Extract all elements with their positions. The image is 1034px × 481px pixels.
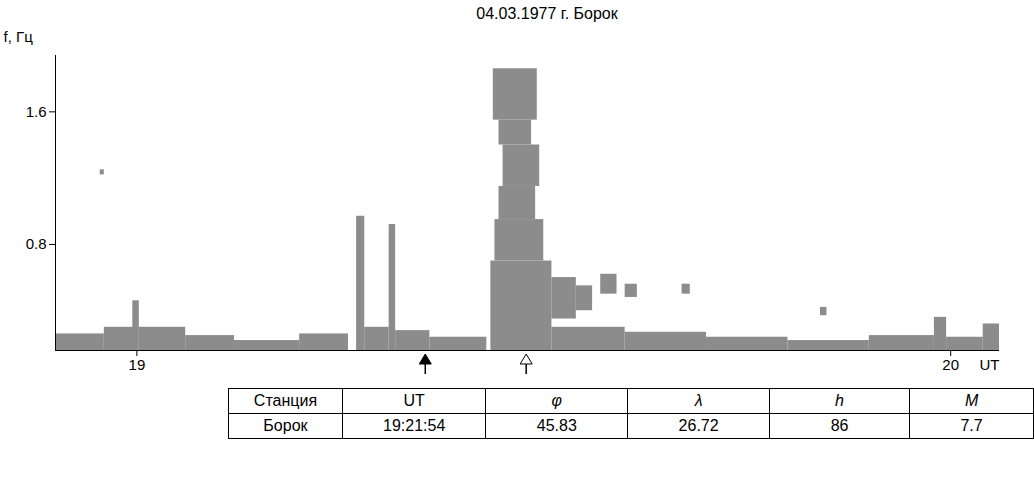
html-text:UT: UT	[403, 392, 425, 409]
html-text:04.03.1977 г. Борок: 04.03.1977 г. Борок	[476, 5, 618, 22]
html-text:Станция: Станция	[253, 392, 318, 409]
svg-text:1.6: 1.6	[26, 103, 47, 120]
html-text:φ: φ	[551, 392, 562, 409]
html-text:26.72: 26.72	[678, 417, 719, 434]
html-text:19:21:54: 19:21:54	[383, 417, 446, 434]
html-text:Борок: Борок	[263, 417, 308, 434]
html-text:45.83: 45.83	[536, 417, 577, 434]
html-text:86: 86	[830, 417, 849, 434]
svg-text:20: 20	[942, 356, 959, 373]
svg-text:f, Гц: f, Гц	[4, 28, 34, 45]
svg-text:UT: UT	[980, 356, 1000, 373]
html-text:M: M	[964, 392, 979, 409]
svg-text:19: 19	[129, 356, 146, 373]
html-text:h: h	[835, 392, 844, 409]
html-text:7.7: 7.7	[960, 417, 983, 434]
html-text:λ: λ	[694, 392, 703, 409]
svg-text:0.8: 0.8	[26, 235, 47, 252]
